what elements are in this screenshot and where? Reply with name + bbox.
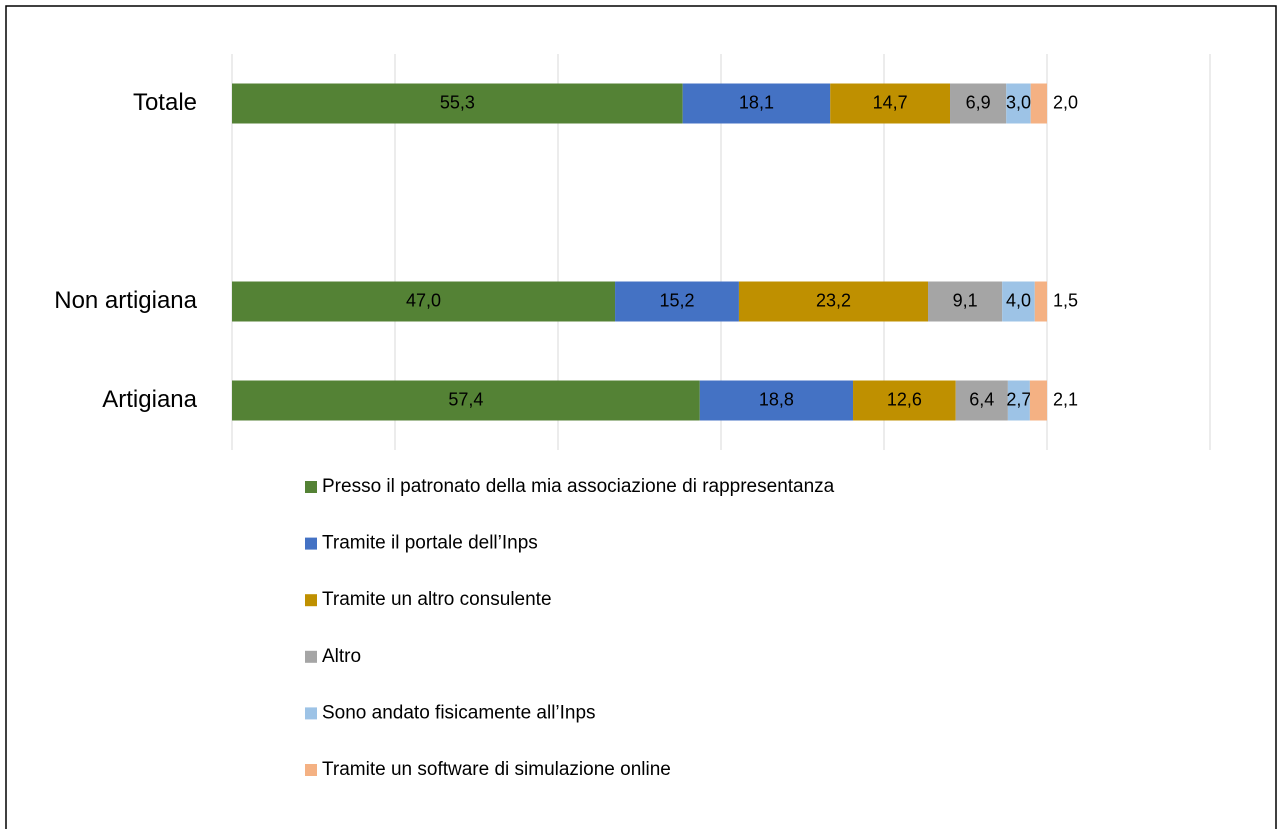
bar-segment	[699, 380, 854, 421]
data-label: 6,4	[969, 389, 994, 409]
bar-segment	[830, 83, 951, 124]
data-label: 9,1	[953, 290, 978, 310]
bar-segment	[1002, 281, 1035, 322]
legend-label: Tramite un software di simulazione onlin…	[322, 759, 671, 780]
bar-segment	[1029, 380, 1047, 421]
legend-swatch	[305, 764, 317, 776]
data-label: 23,2	[816, 290, 851, 310]
legend-label: Presso il patronato della mia associazio…	[322, 476, 835, 497]
data-label: 55,3	[440, 92, 475, 112]
y-tick-label: Totale	[133, 89, 197, 116]
bar-segment	[950, 83, 1007, 124]
bar-segment	[615, 281, 739, 322]
data-label: 4,0	[1006, 290, 1031, 310]
data-label: 2,7	[1006, 389, 1031, 409]
data-label: 47,0	[406, 290, 441, 310]
legend-swatch	[305, 481, 317, 493]
data-label: 2,1	[1053, 389, 1078, 409]
legend-label: Altro	[322, 646, 361, 667]
data-label: 15,2	[659, 290, 694, 310]
data-label: 2,0	[1053, 92, 1078, 112]
bar-segment	[928, 281, 1003, 322]
bar-segment	[853, 380, 956, 421]
bar-segment	[232, 380, 700, 421]
data-label: 18,8	[759, 389, 794, 409]
bar-segment	[738, 281, 929, 322]
data-label: 57,4	[448, 389, 483, 409]
chart-border	[5, 5, 1277, 829]
legend-swatch	[305, 537, 317, 550]
legend-label: Tramite il portale dell’Inps	[322, 533, 538, 554]
legend-swatch	[305, 650, 317, 663]
bar-segment	[232, 281, 616, 322]
bar-segment	[955, 380, 1008, 421]
legend-label: Sono andato fisicamente all’Inps	[322, 702, 596, 723]
legend-swatch	[305, 707, 317, 720]
bar-segment	[1006, 83, 1031, 124]
data-label: 3,0	[1006, 92, 1031, 112]
data-label: 18,1	[739, 92, 774, 112]
data-label: 6,9	[966, 92, 991, 112]
data-label: 12,6	[887, 389, 922, 409]
bar-segment	[682, 83, 831, 124]
data-label: 1,5	[1053, 290, 1078, 310]
bar-segment	[1030, 83, 1047, 124]
bar-segment	[1007, 380, 1030, 421]
bar-segment	[232, 83, 683, 124]
y-tick-label: Non artigiana	[54, 287, 197, 314]
y-tick-label: Artigiana	[102, 386, 197, 413]
bar-segment	[1034, 281, 1047, 322]
legend-label: Tramite un altro consulente	[322, 589, 552, 610]
legend-swatch	[305, 594, 317, 607]
data-label: 14,7	[873, 92, 908, 112]
